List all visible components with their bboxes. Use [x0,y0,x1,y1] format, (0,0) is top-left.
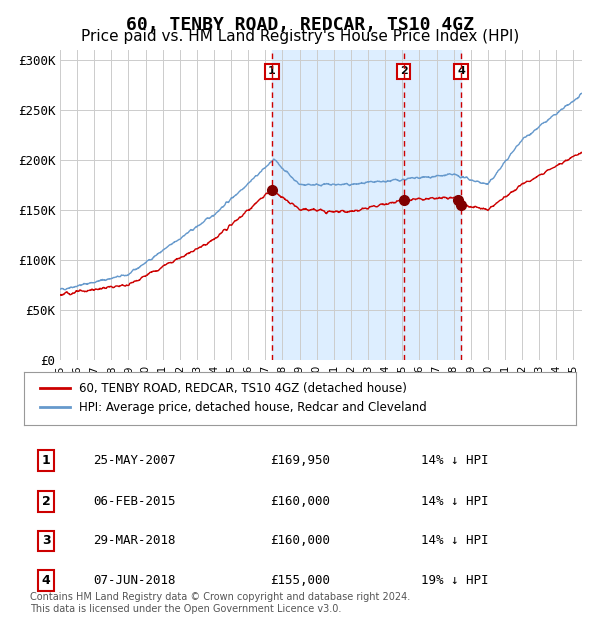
Text: 60, TENBY ROAD, REDCAR, TS10 4GZ: 60, TENBY ROAD, REDCAR, TS10 4GZ [126,16,474,33]
Text: 2: 2 [42,495,50,508]
Text: 14% ↓ HPI: 14% ↓ HPI [421,495,488,508]
Text: 3: 3 [42,534,50,547]
Text: Price paid vs. HM Land Registry's House Price Index (HPI): Price paid vs. HM Land Registry's House … [81,29,519,44]
Text: 14% ↓ HPI: 14% ↓ HPI [421,534,488,547]
Text: Contains HM Land Registry data © Crown copyright and database right 2024.
This d: Contains HM Land Registry data © Crown c… [30,592,410,614]
Text: 4: 4 [42,574,50,587]
Text: 25-MAY-2007: 25-MAY-2007 [93,454,176,467]
Text: 14% ↓ HPI: 14% ↓ HPI [421,454,488,467]
Text: 06-FEB-2015: 06-FEB-2015 [93,495,176,508]
Legend: 60, TENBY ROAD, REDCAR, TS10 4GZ (detached house), HPI: Average price, detached : 60, TENBY ROAD, REDCAR, TS10 4GZ (detach… [35,378,431,419]
Text: 4: 4 [457,66,465,76]
Text: £160,000: £160,000 [270,534,330,547]
Text: £160,000: £160,000 [270,495,330,508]
Text: £155,000: £155,000 [270,574,330,587]
Text: 2: 2 [400,66,408,76]
Text: 29-MAR-2018: 29-MAR-2018 [93,534,176,547]
Text: 19% ↓ HPI: 19% ↓ HPI [421,574,488,587]
Text: 1: 1 [42,454,50,467]
Text: £169,950: £169,950 [270,454,330,467]
Text: 1: 1 [268,66,276,76]
Text: 07-JUN-2018: 07-JUN-2018 [93,574,176,587]
Bar [272,50,461,360]
